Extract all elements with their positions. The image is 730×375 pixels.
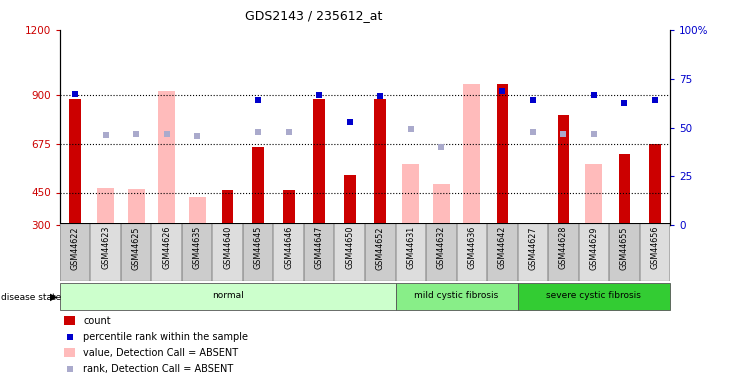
Bar	[212, 223, 243, 281]
Bar	[128, 189, 145, 225]
Text: value, Detection Call = ABSENT: value, Detection Call = ABSENT	[83, 348, 239, 358]
Bar	[585, 164, 602, 225]
Text: GSM44652: GSM44652	[376, 226, 385, 270]
Bar	[60, 223, 91, 281]
Bar	[518, 223, 548, 281]
Bar	[151, 223, 182, 281]
Text: count: count	[83, 315, 111, 326]
Bar	[374, 99, 386, 225]
Bar	[274, 223, 304, 281]
Text: GSM44647: GSM44647	[315, 226, 323, 269]
Text: GSM44626: GSM44626	[162, 226, 171, 269]
Bar	[121, 223, 151, 281]
Bar	[189, 197, 206, 225]
Bar	[334, 223, 365, 281]
Text: GSM44655: GSM44655	[620, 226, 629, 270]
Text: mild cystic fibrosis: mild cystic fibrosis	[415, 291, 499, 300]
Bar	[426, 223, 456, 281]
FancyBboxPatch shape	[60, 283, 396, 310]
Text: GSM44650: GSM44650	[345, 226, 354, 269]
Bar	[243, 223, 274, 281]
Bar	[253, 147, 264, 225]
Bar	[158, 91, 175, 225]
Text: GSM44642: GSM44642	[498, 226, 507, 269]
Bar	[639, 223, 670, 281]
Text: GSM44623: GSM44623	[101, 226, 110, 269]
Bar	[579, 223, 609, 281]
Bar	[344, 175, 356, 225]
Text: GSM44635: GSM44635	[193, 226, 201, 269]
Bar	[496, 84, 508, 225]
Text: disease state: disease state	[1, 292, 62, 302]
Text: severe cystic fibrosis: severe cystic fibrosis	[547, 291, 641, 300]
Bar	[464, 84, 480, 225]
Bar	[433, 184, 450, 225]
Bar	[456, 223, 487, 281]
Bar	[69, 99, 81, 225]
Text: GSM44645: GSM44645	[254, 226, 263, 269]
Text: GSM44631: GSM44631	[407, 226, 415, 269]
Bar	[97, 188, 114, 225]
Bar	[618, 153, 630, 225]
Text: GDS2143 / 235612_at: GDS2143 / 235612_at	[245, 9, 383, 22]
Bar	[304, 223, 334, 281]
Text: GSM44636: GSM44636	[467, 226, 476, 269]
Bar	[64, 348, 75, 357]
FancyBboxPatch shape	[396, 283, 518, 310]
Bar	[487, 223, 518, 281]
Bar	[649, 144, 661, 225]
Bar	[64, 316, 75, 325]
Bar	[402, 164, 419, 225]
Text: GSM44640: GSM44640	[223, 226, 232, 269]
Bar	[548, 223, 579, 281]
Text: GSM44625: GSM44625	[131, 226, 141, 270]
Bar	[313, 99, 325, 225]
Bar	[396, 223, 426, 281]
Text: percentile rank within the sample: percentile rank within the sample	[83, 332, 248, 342]
Text: ▶: ▶	[50, 292, 57, 302]
Bar	[182, 223, 212, 281]
Text: GSM44646: GSM44646	[284, 226, 293, 269]
Bar	[609, 223, 639, 281]
Text: GSM44622: GSM44622	[71, 226, 80, 270]
Text: GSM44628: GSM44628	[559, 226, 568, 269]
Bar	[558, 114, 569, 225]
Bar	[283, 190, 294, 225]
Text: GSM44656: GSM44656	[650, 226, 659, 269]
Bar	[222, 190, 234, 225]
Text: GSM44627: GSM44627	[529, 226, 537, 270]
Bar	[91, 223, 121, 281]
Text: GSM44632: GSM44632	[437, 226, 446, 269]
Bar	[365, 223, 396, 281]
FancyBboxPatch shape	[518, 283, 670, 310]
Text: rank, Detection Call = ABSENT: rank, Detection Call = ABSENT	[83, 364, 234, 374]
Text: normal: normal	[212, 291, 244, 300]
Text: GSM44629: GSM44629	[589, 226, 599, 270]
